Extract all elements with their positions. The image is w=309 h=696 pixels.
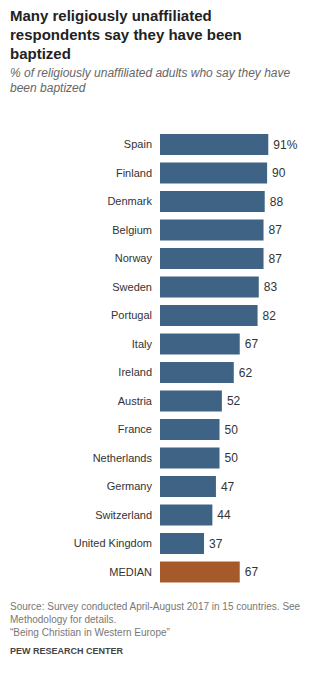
svg-text:Germany: Germany (107, 480, 153, 492)
html-text:“Being Christian in Western Eu: “Being Christian in Western Europe” (10, 627, 170, 638)
html-text:PEW RESEARCH CENTER: PEW RESEARCH CENTER (10, 646, 123, 656)
svg-text:Italy: Italy (132, 338, 153, 350)
svg-text:Finland: Finland (116, 167, 152, 179)
svg-text:37: 37 (209, 537, 223, 551)
svg-text:47: 47 (221, 480, 235, 494)
svg-text:United Kingdom: United Kingdom (74, 537, 152, 549)
svg-text:90: 90 (272, 166, 286, 180)
svg-text:Spain: Spain (124, 138, 152, 150)
svg-text:67: 67 (245, 565, 259, 579)
svg-text:50: 50 (225, 423, 239, 437)
svg-text:87: 87 (269, 223, 283, 237)
svg-text:Netherlands: Netherlands (93, 452, 153, 464)
svg-text:62: 62 (239, 366, 253, 380)
svg-text:France: France (118, 423, 152, 435)
html-text:Many religiously unaffiliated: Many religiously unaffiliated respondent… (10, 7, 242, 62)
svg-text:Switzerland: Switzerland (95, 509, 152, 521)
svg-text:44: 44 (217, 508, 231, 522)
svg-text:50: 50 (225, 451, 239, 465)
svg-text:Belgium: Belgium (112, 224, 152, 236)
svg-text:87: 87 (269, 252, 283, 266)
svg-text:88: 88 (270, 195, 284, 209)
svg-text:Norway: Norway (115, 252, 153, 264)
svg-text:91%: 91% (273, 138, 297, 152)
svg-text:Austria: Austria (118, 395, 153, 407)
svg-text:Denmark: Denmark (107, 195, 152, 207)
html-text:Source: Survey conducted April: Source: Survey conducted April-August 20… (10, 601, 301, 625)
svg-text:83: 83 (264, 280, 278, 294)
svg-text:67: 67 (245, 337, 259, 351)
svg-text:52: 52 (227, 394, 241, 408)
svg-text:Ireland: Ireland (118, 366, 152, 378)
html-text:% of religiously unaffiliated: % of religiously unaffiliated adults who… (10, 66, 291, 95)
svg-text:82: 82 (263, 309, 277, 323)
svg-text:Portugal: Portugal (111, 309, 152, 321)
svg-text:MEDIAN: MEDIAN (109, 566, 152, 578)
svg-text:Sweden: Sweden (112, 281, 152, 293)
